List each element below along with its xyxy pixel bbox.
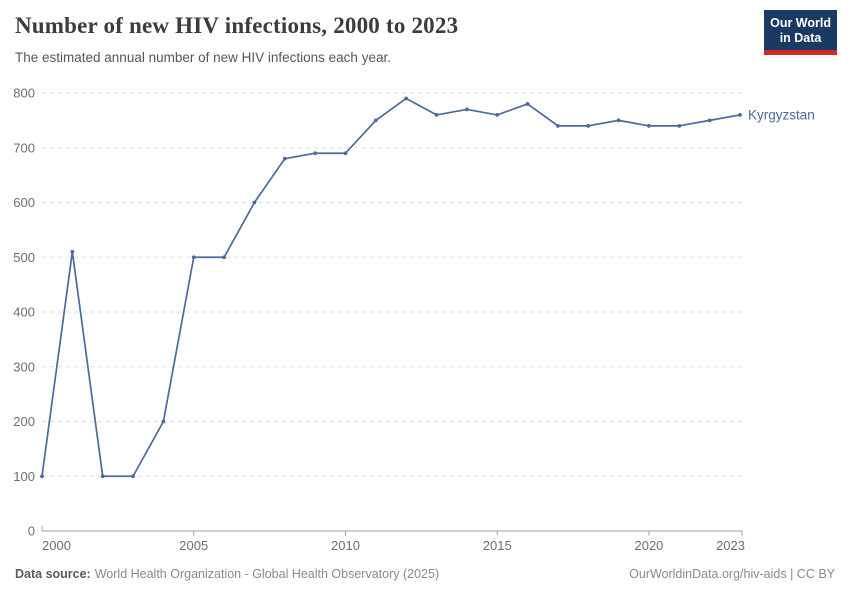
data-point[interactable] <box>313 151 318 156</box>
svg-text:2015: 2015 <box>483 538 512 553</box>
data-point[interactable] <box>434 113 439 117</box>
data-point[interactable] <box>738 113 742 117</box>
page-title: Number of new HIV infections, 2000 to 20… <box>15 13 459 38</box>
series-line[interactable] <box>41 97 741 478</box>
data-point[interactable] <box>616 118 621 123</box>
data-point[interactable] <box>70 249 75 254</box>
svg-text:700: 700 <box>13 140 35 155</box>
owid-logo[interactable]: Our World in Data <box>764 10 837 55</box>
data-source: Data source: World Health Organization - … <box>15 567 439 581</box>
svg-text:2005: 2005 <box>179 538 208 553</box>
data-point[interactable] <box>525 102 530 106</box>
chart-footer: Data source: World Health Organization - … <box>15 567 835 581</box>
x-axis-labels: 2000 2005 2010 2015 2020 2023 <box>42 538 745 553</box>
data-point[interactable] <box>677 123 682 128</box>
logo-text-line2: in Data <box>779 31 822 45</box>
data-source-text: World Health Organization - Global Healt… <box>94 567 440 581</box>
svg-text:0: 0 <box>28 524 35 539</box>
series-label[interactable]: Kyrgyzstan <box>748 107 815 122</box>
svg-text:800: 800 <box>13 86 35 101</box>
data-point[interactable] <box>282 156 287 161</box>
data-point[interactable] <box>131 474 135 479</box>
data-point[interactable] <box>161 419 166 424</box>
data-point[interactable] <box>252 200 257 205</box>
gridlines <box>42 92 742 477</box>
data-point[interactable] <box>222 255 226 260</box>
data-point[interactable] <box>707 118 712 123</box>
data-source-label: Data source: <box>15 567 91 581</box>
y-axis-labels: 0 100 200 300 400 500 600 700 800 <box>13 86 35 539</box>
data-point[interactable] <box>373 118 378 123</box>
data-point[interactable] <box>343 151 348 156</box>
data-point[interactable] <box>191 255 196 260</box>
svg-text:2023: 2023 <box>716 538 745 553</box>
data-point[interactable] <box>556 123 560 128</box>
svg-text:2020: 2020 <box>634 538 663 553</box>
data-point[interactable] <box>495 113 500 117</box>
svg-text:100: 100 <box>13 469 35 484</box>
svg-text:500: 500 <box>13 250 35 265</box>
svg-text:400: 400 <box>13 305 35 320</box>
data-point[interactable] <box>464 107 469 112</box>
data-point[interactable] <box>586 123 591 128</box>
series-kyrgyzstan[interactable]: Kyrgyzstan <box>40 96 815 479</box>
chart-subtitle: The estimated annual number of new HIV i… <box>15 50 391 65</box>
x-axis <box>41 525 743 536</box>
credit-link[interactable]: OurWorldinData.org/hiv-aids | CC BY <box>629 567 835 581</box>
data-point[interactable] <box>100 474 105 479</box>
data-point[interactable] <box>404 96 409 101</box>
svg-text:2010: 2010 <box>331 538 360 553</box>
data-point[interactable] <box>40 474 44 479</box>
svg-text:600: 600 <box>13 195 35 210</box>
logo-text-line1: Our World <box>770 16 831 30</box>
svg-text:2000: 2000 <box>42 538 71 553</box>
svg-text:200: 200 <box>13 414 35 429</box>
svg-text:300: 300 <box>13 359 35 374</box>
data-point[interactable] <box>647 123 651 128</box>
